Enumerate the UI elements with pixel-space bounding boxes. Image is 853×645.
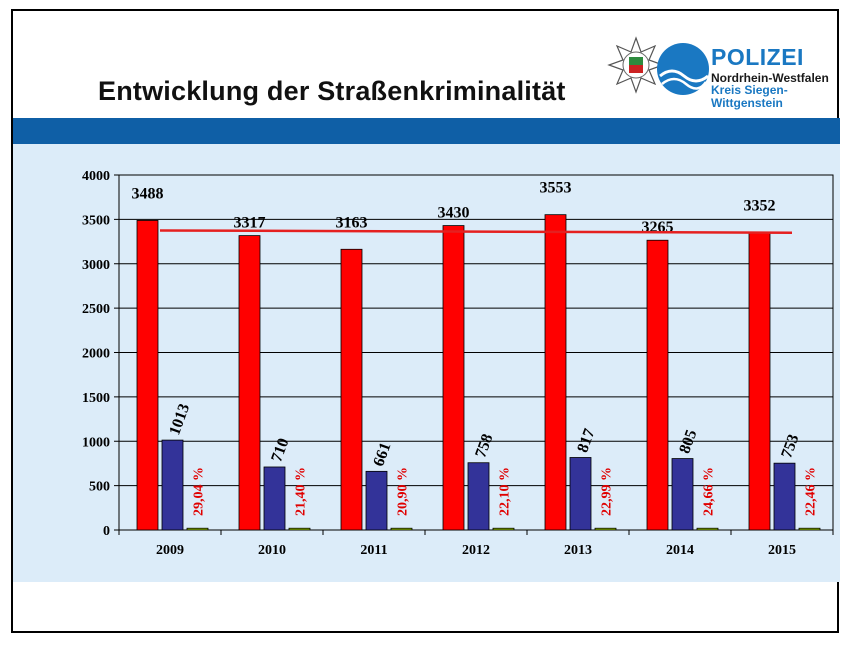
small-bar	[390, 527, 413, 531]
solved-bar	[671, 458, 694, 531]
y-tick-label: 1000	[82, 435, 110, 450]
x-tick-label: 2009	[156, 543, 184, 558]
x-tick-label: 2011	[360, 543, 387, 558]
small-bar	[186, 527, 209, 531]
percent-label: 20,90 %	[396, 467, 411, 516]
total-bar	[340, 248, 363, 531]
total-value-label: 3352	[744, 198, 776, 215]
header-band	[13, 118, 840, 144]
small-bar	[492, 527, 515, 531]
solved-bar	[365, 470, 388, 531]
y-tick-label: 0	[103, 524, 110, 539]
total-bar	[748, 232, 771, 531]
solved-bar	[467, 462, 490, 531]
total-bar	[136, 220, 159, 531]
total-value-label: 3163	[336, 214, 368, 231]
total-value-label: 3265	[642, 219, 674, 236]
total-bar	[442, 225, 465, 531]
x-tick-label: 2012	[462, 543, 490, 558]
x-tick-label: 2010	[258, 543, 286, 558]
total-value-label: 3430	[438, 205, 470, 222]
total-value-label: 3488	[132, 185, 164, 202]
logo-region-text: Nordrhein-Westfalen	[711, 71, 829, 85]
total-bar	[238, 235, 261, 531]
percent-label: 24,66 %	[702, 467, 717, 516]
y-tick-label: 3500	[82, 213, 110, 228]
percent-label: 22,46 %	[804, 467, 819, 516]
water-wave-icon	[657, 43, 709, 95]
logo-district-text: Kreis Siegen-Wittgenstein	[711, 83, 788, 110]
solved-bar	[263, 466, 286, 531]
total-bar	[544, 214, 567, 531]
x-tick-label: 2013	[564, 543, 592, 558]
y-tick-label: 4000	[82, 169, 110, 184]
solved-bar	[773, 462, 796, 531]
small-bar	[594, 527, 617, 531]
y-tick-label: 2000	[82, 347, 110, 362]
y-tick-label: 500	[89, 480, 110, 495]
percent-label: 22,99 %	[600, 467, 615, 516]
police-star-icon	[607, 36, 665, 94]
x-tick-label: 2015	[768, 543, 796, 558]
x-tick-label: 2014	[666, 543, 694, 558]
y-tick-label: 3000	[82, 258, 110, 273]
logo-brand-text: POLIZEI	[711, 44, 804, 70]
y-tick-label: 1500	[82, 391, 110, 406]
police-star-logo	[607, 36, 709, 95]
slide-title: Entwicklung der Straßenkriminalität	[98, 76, 566, 106]
percent-label: 29,04 %	[192, 467, 207, 516]
small-bar	[288, 527, 311, 531]
small-bar	[798, 527, 821, 531]
total-value-label: 3317	[234, 215, 266, 232]
solved-bar	[161, 439, 184, 531]
percent-label: 21,40 %	[294, 467, 309, 516]
solved-bar	[569, 457, 592, 531]
total-value-label: 3553	[540, 180, 572, 197]
small-bar	[696, 527, 719, 531]
y-tick-label: 2500	[82, 302, 110, 317]
total-bar	[646, 239, 669, 531]
percent-label: 22,10 %	[498, 467, 513, 516]
trend-line	[159, 229, 793, 234]
